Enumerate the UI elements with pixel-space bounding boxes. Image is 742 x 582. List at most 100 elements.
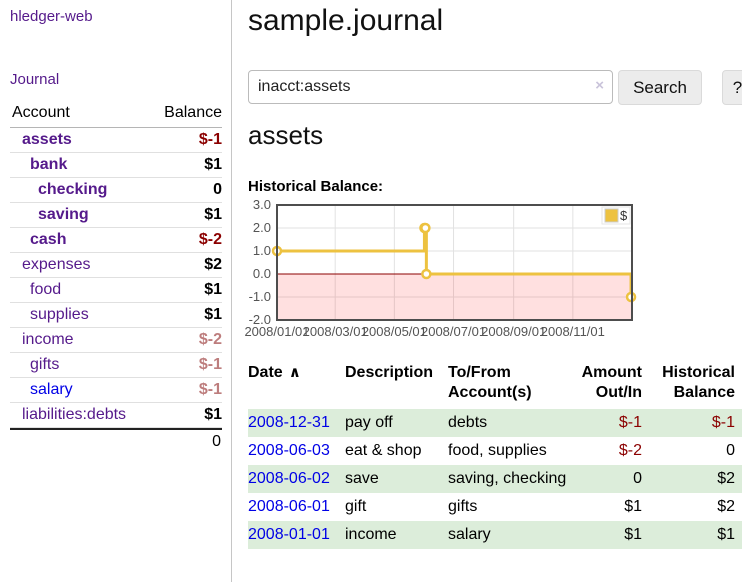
page-title: sample.journal (248, 4, 444, 37)
transaction-amount-cell: $1 (570, 521, 642, 549)
account-heading: assets (248, 120, 324, 150)
account-balance: 0 (213, 181, 222, 198)
account-balance: $-2 (198, 231, 222, 248)
sidebar-item-journal[interactable]: Journal (10, 71, 60, 88)
accounts-tree: Account Balance assets $-1 bank $1 checking 0… (10, 102, 222, 454)
transaction-row: 2008-12-31 pay off debts $-1 $-1 (248, 409, 742, 437)
register-header-amount: Amount Out/In (581, 364, 642, 401)
transaction-row: 2008-06-02 save saving, checking 0 $2 (248, 465, 742, 493)
svg-text:2008/11/01: 2008/11/01 (541, 324, 605, 339)
transaction-row: 2008-06-01 gift gifts $1 $2 (248, 493, 742, 521)
account-balance: $-1 (198, 356, 222, 373)
account-link-salary[interactable]: salary (30, 381, 73, 398)
account-balance: $-1 (198, 131, 222, 148)
search-button[interactable]: Search (618, 70, 702, 105)
transaction-date-link[interactable]: 2008-06-01 (248, 498, 330, 515)
transaction-description-cell: eat & shop (345, 442, 422, 459)
chart-legend: $ (601, 206, 631, 225)
chart-svg: $3.0 2.0 1.0 0.0 -1.0 -2.02008/01/012008/03/0… (244, 200, 637, 339)
transaction-balance-cell: $-1 (642, 409, 742, 437)
transaction-description-cell: gift (345, 498, 367, 515)
date-header-label: Date (248, 364, 283, 381)
transaction-date-cell: 2008-01-01 (248, 521, 345, 549)
transaction-row: 2008-01-01 income salary $1 $1 (248, 521, 742, 549)
help-button[interactable]: ? (722, 70, 742, 105)
account-row: expenses $2 (10, 253, 222, 278)
account-row: assets $-1 (10, 128, 222, 153)
svg-text:1.0: 1.0 (253, 243, 271, 258)
account-row: liabilities:debts $1 (10, 403, 222, 428)
register-header-balance: Historical Balance (662, 364, 735, 401)
transaction-balance-cell: $2 (717, 498, 735, 515)
historical-balance-chart: $3.0 2.0 1.0 0.0 -1.0 -2.0 2008/01/01 2008/03/0… (240, 200, 742, 348)
account-row: saving $1 (10, 203, 222, 228)
account-link-supplies[interactable]: supplies (30, 306, 89, 323)
transaction-date-cell: 2008-06-02 (248, 465, 345, 493)
svg-text:2008/03/01: 2008/03/01 (303, 324, 368, 339)
transaction-row: 2008-06-03 eat & shop food, supplies $-2 0 (248, 437, 742, 465)
svg-text:2008/01/01: 2008/01/01 (244, 324, 309, 339)
transaction-date-link[interactable]: 2008-06-02 (248, 470, 330, 487)
app-title-link[interactable]: hledger-web (10, 8, 93, 25)
account-link-liabilities-debts[interactable]: liabilities:debts (22, 406, 127, 423)
svg-text:-1.0: -1.0 (249, 289, 271, 304)
sort-ascending-icon: ∧ (288, 364, 301, 381)
y-axis-labels: 3.0 2.0 1.0 0.0 -1.0 -2.0 (249, 200, 271, 327)
account-row: income $-2 (10, 328, 222, 353)
legend-swatch (604, 208, 619, 223)
transaction-accounts-cell: food, supplies (448, 442, 547, 459)
accounts-total: 0 (10, 428, 222, 454)
svg-text:2008/05/01: 2008/05/01 (362, 324, 427, 339)
transaction-description-cell: save (345, 465, 448, 493)
accounts-header: Account Balance (10, 102, 222, 128)
account-row: checking 0 (10, 178, 222, 203)
account-link-gifts[interactable]: gifts (30, 356, 60, 373)
account-link-expenses[interactable]: expenses (22, 256, 91, 273)
svg-text:2008/09/01: 2008/09/01 (481, 324, 546, 339)
chart-title: Historical Balance: (248, 178, 384, 195)
transaction-amount-cell: $1 (624, 498, 642, 515)
clear-search-icon[interactable]: × (595, 77, 604, 94)
transaction-date-link[interactable]: 2008-12-31 (248, 414, 330, 431)
svg-text:-2.0: -2.0 (249, 312, 271, 327)
register-header-date[interactable]: Date ∧ (248, 360, 345, 409)
x-axis-labels: 2008/01/012008/03/012008/05/012008/07/01… (244, 324, 604, 339)
account-balance: $1 (204, 281, 222, 298)
transaction-description-cell: income (345, 521, 448, 549)
account-balance: $1 (204, 206, 222, 223)
main-content: sample.journal × Search ? assets Histori… (244, 0, 742, 582)
account-balance: $-2 (198, 331, 222, 348)
transaction-balance-cell: $1 (642, 521, 742, 549)
transaction-date-link[interactable]: 2008-01-01 (248, 526, 330, 543)
account-balance: $1 (204, 306, 222, 323)
transaction-description-cell: pay off (345, 409, 448, 437)
svg-text:3.0: 3.0 (253, 200, 271, 212)
transaction-date-cell: 2008-06-01 (248, 493, 345, 521)
account-link-cash[interactable]: cash (30, 231, 67, 248)
transaction-accounts-cell: salary (448, 521, 570, 549)
transaction-balance-cell: 0 (726, 442, 735, 459)
account-link-assets[interactable]: assets (22, 131, 72, 148)
plot-border (276, 204, 633, 321)
accounts-header-balance: Balance (164, 104, 222, 121)
account-link-bank[interactable]: bank (30, 156, 68, 173)
svg-text:2008/07/01: 2008/07/01 (421, 324, 486, 339)
account-balance: $2 (204, 256, 222, 273)
account-link-checking[interactable]: checking (38, 181, 108, 198)
sidebar: hledger-web Journal Account Balance asse… (0, 0, 232, 582)
search-input[interactable] (248, 70, 613, 104)
account-row: supplies $1 (10, 303, 222, 328)
transaction-accounts-cell: debts (448, 409, 570, 437)
account-link-income[interactable]: income (22, 331, 74, 348)
transaction-date-cell: 2008-12-31 (248, 409, 345, 437)
transaction-balance-cell: $2 (642, 465, 742, 493)
account-link-saving[interactable]: saving (38, 206, 89, 223)
account-row: cash $-2 (10, 228, 222, 253)
negative-region (277, 274, 632, 320)
account-link-food[interactable]: food (30, 281, 62, 298)
transaction-date-link[interactable]: 2008-06-03 (248, 442, 330, 459)
register-header-row: Date ∧ Description To/From Account(s) Amo… (248, 360, 742, 409)
transaction-accounts-cell: saving, checking (448, 465, 570, 493)
transaction-amount-cell: 0 (570, 465, 642, 493)
svg-text:2.0: 2.0 (253, 220, 271, 235)
